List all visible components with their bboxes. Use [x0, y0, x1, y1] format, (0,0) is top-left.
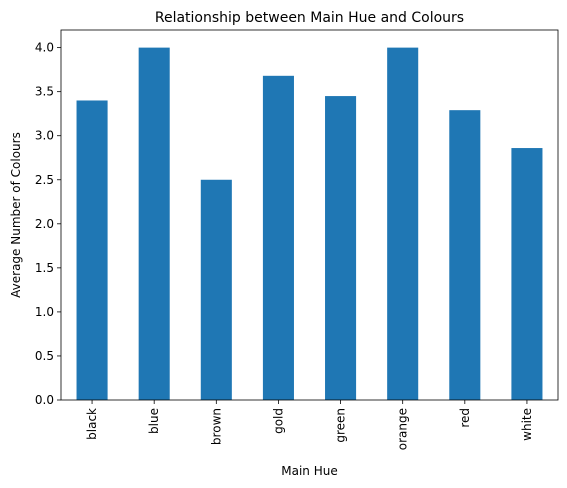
- bar-orange: [387, 47, 419, 400]
- x-tick-label-orange: orange: [396, 408, 410, 450]
- y-axis-label: Average Number of Colours: [9, 132, 23, 298]
- bars-group: [76, 47, 543, 401]
- y-tick-label: 1.0: [35, 305, 54, 319]
- bar-black: [76, 100, 108, 400]
- x-tick-label-brown: brown: [209, 408, 223, 445]
- y-tick-label: 0.0: [35, 393, 54, 407]
- bar-brown: [200, 179, 232, 400]
- x-tick-label-gold: gold: [271, 408, 285, 434]
- y-tick-label: 2.0: [35, 217, 54, 231]
- y-axis-ticks: 0.0 0.5 1.0 1.5 2.0 2.5 3.0 3.5 4.0: [35, 41, 61, 407]
- bar-white: [511, 148, 543, 400]
- chart-title: Relationship between Main Hue and Colour…: [155, 10, 464, 26]
- x-tick-label-black: black: [85, 408, 99, 440]
- x-tick-label-white: white: [520, 408, 534, 441]
- y-tick-label: 2.5: [35, 173, 54, 187]
- bar-green: [325, 96, 357, 401]
- y-tick-label: 0.5: [35, 349, 54, 363]
- bar-red: [449, 110, 481, 401]
- x-tick-label-blue: blue: [147, 408, 161, 434]
- x-tick-label-red: red: [458, 408, 472, 428]
- y-tick-label: 3.5: [35, 85, 54, 99]
- x-axis-ticks: black blue brown gold green orange red white: [85, 400, 534, 450]
- y-tick-label: 3.0: [35, 129, 54, 143]
- y-tick-label: 1.5: [35, 261, 54, 275]
- bar-blue: [138, 47, 170, 400]
- y-tick-label: 4.0: [35, 41, 54, 55]
- bar-gold: [262, 75, 294, 401]
- x-axis-label: Main Hue: [281, 464, 337, 478]
- plot-frame: [60, 29, 559, 401]
- x-tick-label-green: green: [334, 408, 348, 443]
